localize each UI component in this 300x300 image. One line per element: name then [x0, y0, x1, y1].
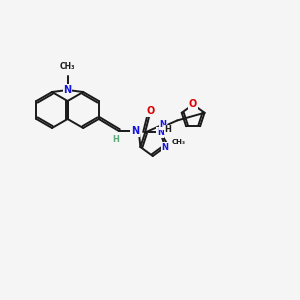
Text: CH₃: CH₃ [60, 62, 75, 71]
Text: N: N [162, 142, 169, 152]
Text: N: N [157, 128, 164, 137]
Text: H: H [165, 125, 172, 134]
Text: N: N [64, 85, 72, 95]
Text: O: O [189, 100, 197, 110]
Text: N: N [160, 120, 167, 129]
Text: H: H [112, 134, 119, 143]
Text: CH₃: CH₃ [171, 140, 185, 146]
Text: O: O [147, 106, 155, 116]
Text: N: N [131, 126, 139, 136]
